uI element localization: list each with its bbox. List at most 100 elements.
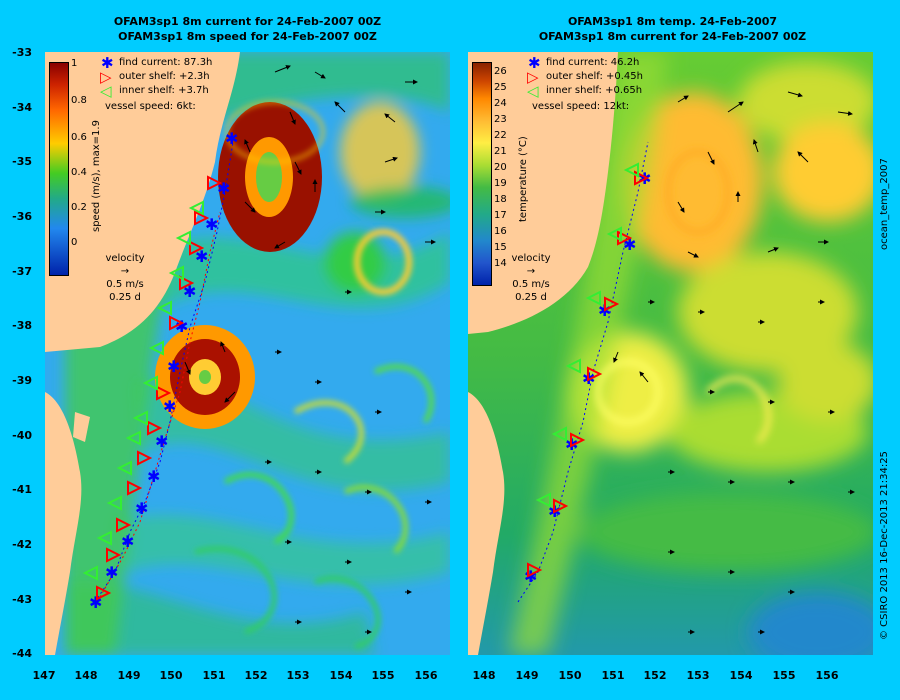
- legend-inner: inner shelf: +0.65h: [546, 85, 643, 96]
- velocity-arrow-icon: →: [120, 266, 130, 277]
- colorbar-tick: 1: [71, 58, 78, 69]
- outer-marker: [127, 480, 143, 496]
- copyright-stamp: © CSIRO 2013 16-Dec-2013 21:34:25: [879, 451, 890, 640]
- left-map-svg: ✱ ✱ ✱ ✱ ✱ ✱ ✱ ✱ ✱ ✱ ✱ ✱ ✱ ✱: [45, 52, 450, 655]
- eddy-lower: [155, 325, 255, 429]
- x-tick-label: 147: [32, 669, 56, 682]
- find-marker: ✱: [105, 563, 118, 582]
- find-marker: ✱: [155, 432, 168, 451]
- find-marker: ✱: [163, 397, 176, 416]
- colorbar-tick: 23: [494, 114, 507, 125]
- colorbar-tick: 0.2: [71, 202, 87, 213]
- x-tick-label: 150: [558, 669, 582, 682]
- outer-marker: [169, 315, 185, 331]
- inner-marker: [188, 200, 204, 216]
- left-title-line1: OFAM3sp1 8m current for 24-Feb-2007 00Z: [113, 15, 382, 28]
- right-title-line2: OFAM3sp1 8m current for 24-Feb-2007 00Z: [538, 30, 807, 43]
- right-title: OFAM3sp1 8m temp. 24-Feb-2007 OFAM3sp1 8…: [470, 14, 875, 44]
- x-tick-label: 151: [202, 669, 226, 682]
- velocity-duration: 0.25 d: [515, 292, 547, 303]
- inner-marker: [535, 492, 551, 508]
- inner-marker: [585, 290, 601, 306]
- outer-marker: [189, 240, 205, 256]
- x-tick-label: 149: [117, 669, 141, 682]
- x-tick-label: 150: [159, 669, 183, 682]
- outer-marker: [207, 175, 223, 191]
- y-tick-label: -38: [12, 319, 32, 332]
- inner-marker: [606, 226, 622, 242]
- y-tick-label: -42: [12, 538, 32, 551]
- outer-marker: [527, 562, 543, 578]
- outer-marker: [604, 296, 620, 312]
- velocity-key: velocity → 0.5 m/s 0.25 d: [506, 252, 556, 304]
- inner-marker: [565, 358, 581, 374]
- current-vectors: [184, 65, 436, 635]
- x-tick-label: 151: [601, 669, 625, 682]
- left-title: OFAM3sp1 8m current for 24-Feb-2007 00Z …: [45, 14, 450, 44]
- find-marker: ✱: [195, 247, 208, 266]
- x-tick-label: 153: [686, 669, 710, 682]
- colorbar-tick: 21: [494, 146, 507, 157]
- colorbar-tick: 0.4: [71, 167, 87, 178]
- inner-marker: [148, 340, 164, 356]
- inner-marker: [82, 565, 98, 581]
- y-tick-label: -39: [12, 374, 32, 387]
- find-legend-icon: ✱: [528, 54, 541, 72]
- y-tick-label: -35: [12, 155, 32, 168]
- outer-marker: [179, 275, 195, 291]
- velocity-arrow-icon: →: [526, 266, 536, 277]
- y-tick-label: -37: [12, 265, 32, 278]
- y-tick-label: -41: [12, 483, 32, 496]
- find-marker: ✱: [205, 215, 218, 234]
- current-vectors: [613, 91, 855, 635]
- left-title-line2: OFAM3sp1 8m speed for 24-Feb-2007 00Z: [118, 30, 377, 43]
- y-tick-label: -40: [12, 429, 32, 442]
- x-tick-label: 153: [286, 669, 310, 682]
- y-tick-label: -34: [12, 101, 32, 114]
- outer-marker: [147, 420, 163, 436]
- inner-marker: [175, 230, 191, 246]
- outer-marker: [137, 450, 153, 466]
- right-title-line1: OFAM3sp1 8m temp. 24-Feb-2007: [567, 15, 778, 28]
- outer-marker: [194, 210, 210, 226]
- find-marker: ✱: [167, 357, 180, 376]
- velocity-title: velocity: [511, 253, 551, 264]
- outer-marker: [106, 547, 122, 563]
- outer-shelf-track: [99, 211, 221, 598]
- colorbar-tick: 22: [494, 130, 507, 141]
- inner-marker: [116, 460, 132, 476]
- outer-legend-icon: ▷: [100, 68, 112, 86]
- side-label: ocean_temp_2007: [879, 158, 890, 250]
- x-tick-label: 154: [329, 669, 353, 682]
- outer-marker: [156, 385, 172, 401]
- eddy-upper: [218, 102, 322, 252]
- legend-vessel: vessel speed: 6kt:: [105, 101, 196, 112]
- colorbar-tick: 0.6: [71, 132, 87, 143]
- x-tick-label: 155: [371, 669, 395, 682]
- velocity-title: velocity: [105, 253, 145, 264]
- x-tick-label: 152: [643, 669, 667, 682]
- x-tick-label: 148: [472, 669, 496, 682]
- inner-marker: [156, 300, 172, 316]
- find-marker: ✱: [225, 129, 238, 148]
- inner-marker: [96, 530, 112, 546]
- colorbar-tick: 20: [494, 162, 507, 173]
- outer-marker: [634, 170, 650, 186]
- colorbar-tick: 0.8: [71, 95, 87, 106]
- find-marker: ✱: [524, 567, 537, 586]
- colorbar-tick: 25: [494, 82, 507, 93]
- colorbar-tick: 14: [494, 258, 507, 269]
- legend-inner: inner shelf: +3.7h: [119, 85, 209, 96]
- outer-marker: [570, 432, 586, 448]
- colorbar-tick: 18: [494, 194, 507, 205]
- inner-legend-icon: ◁: [527, 82, 539, 100]
- right-map-svg: ✱ ✱ ✱ ✱ ✱ ✱ ✱: [468, 52, 873, 655]
- land-mainland: [468, 52, 618, 334]
- x-tick-label: 156: [815, 669, 839, 682]
- legend-vessel: vessel speed: 12kt:: [532, 101, 630, 112]
- x-tick-label: 155: [772, 669, 796, 682]
- inner-marker: [125, 430, 141, 446]
- y-tick-label: -43: [12, 593, 32, 606]
- find-legend-icon: ✱: [101, 54, 114, 72]
- find-marker: ✱: [147, 467, 160, 486]
